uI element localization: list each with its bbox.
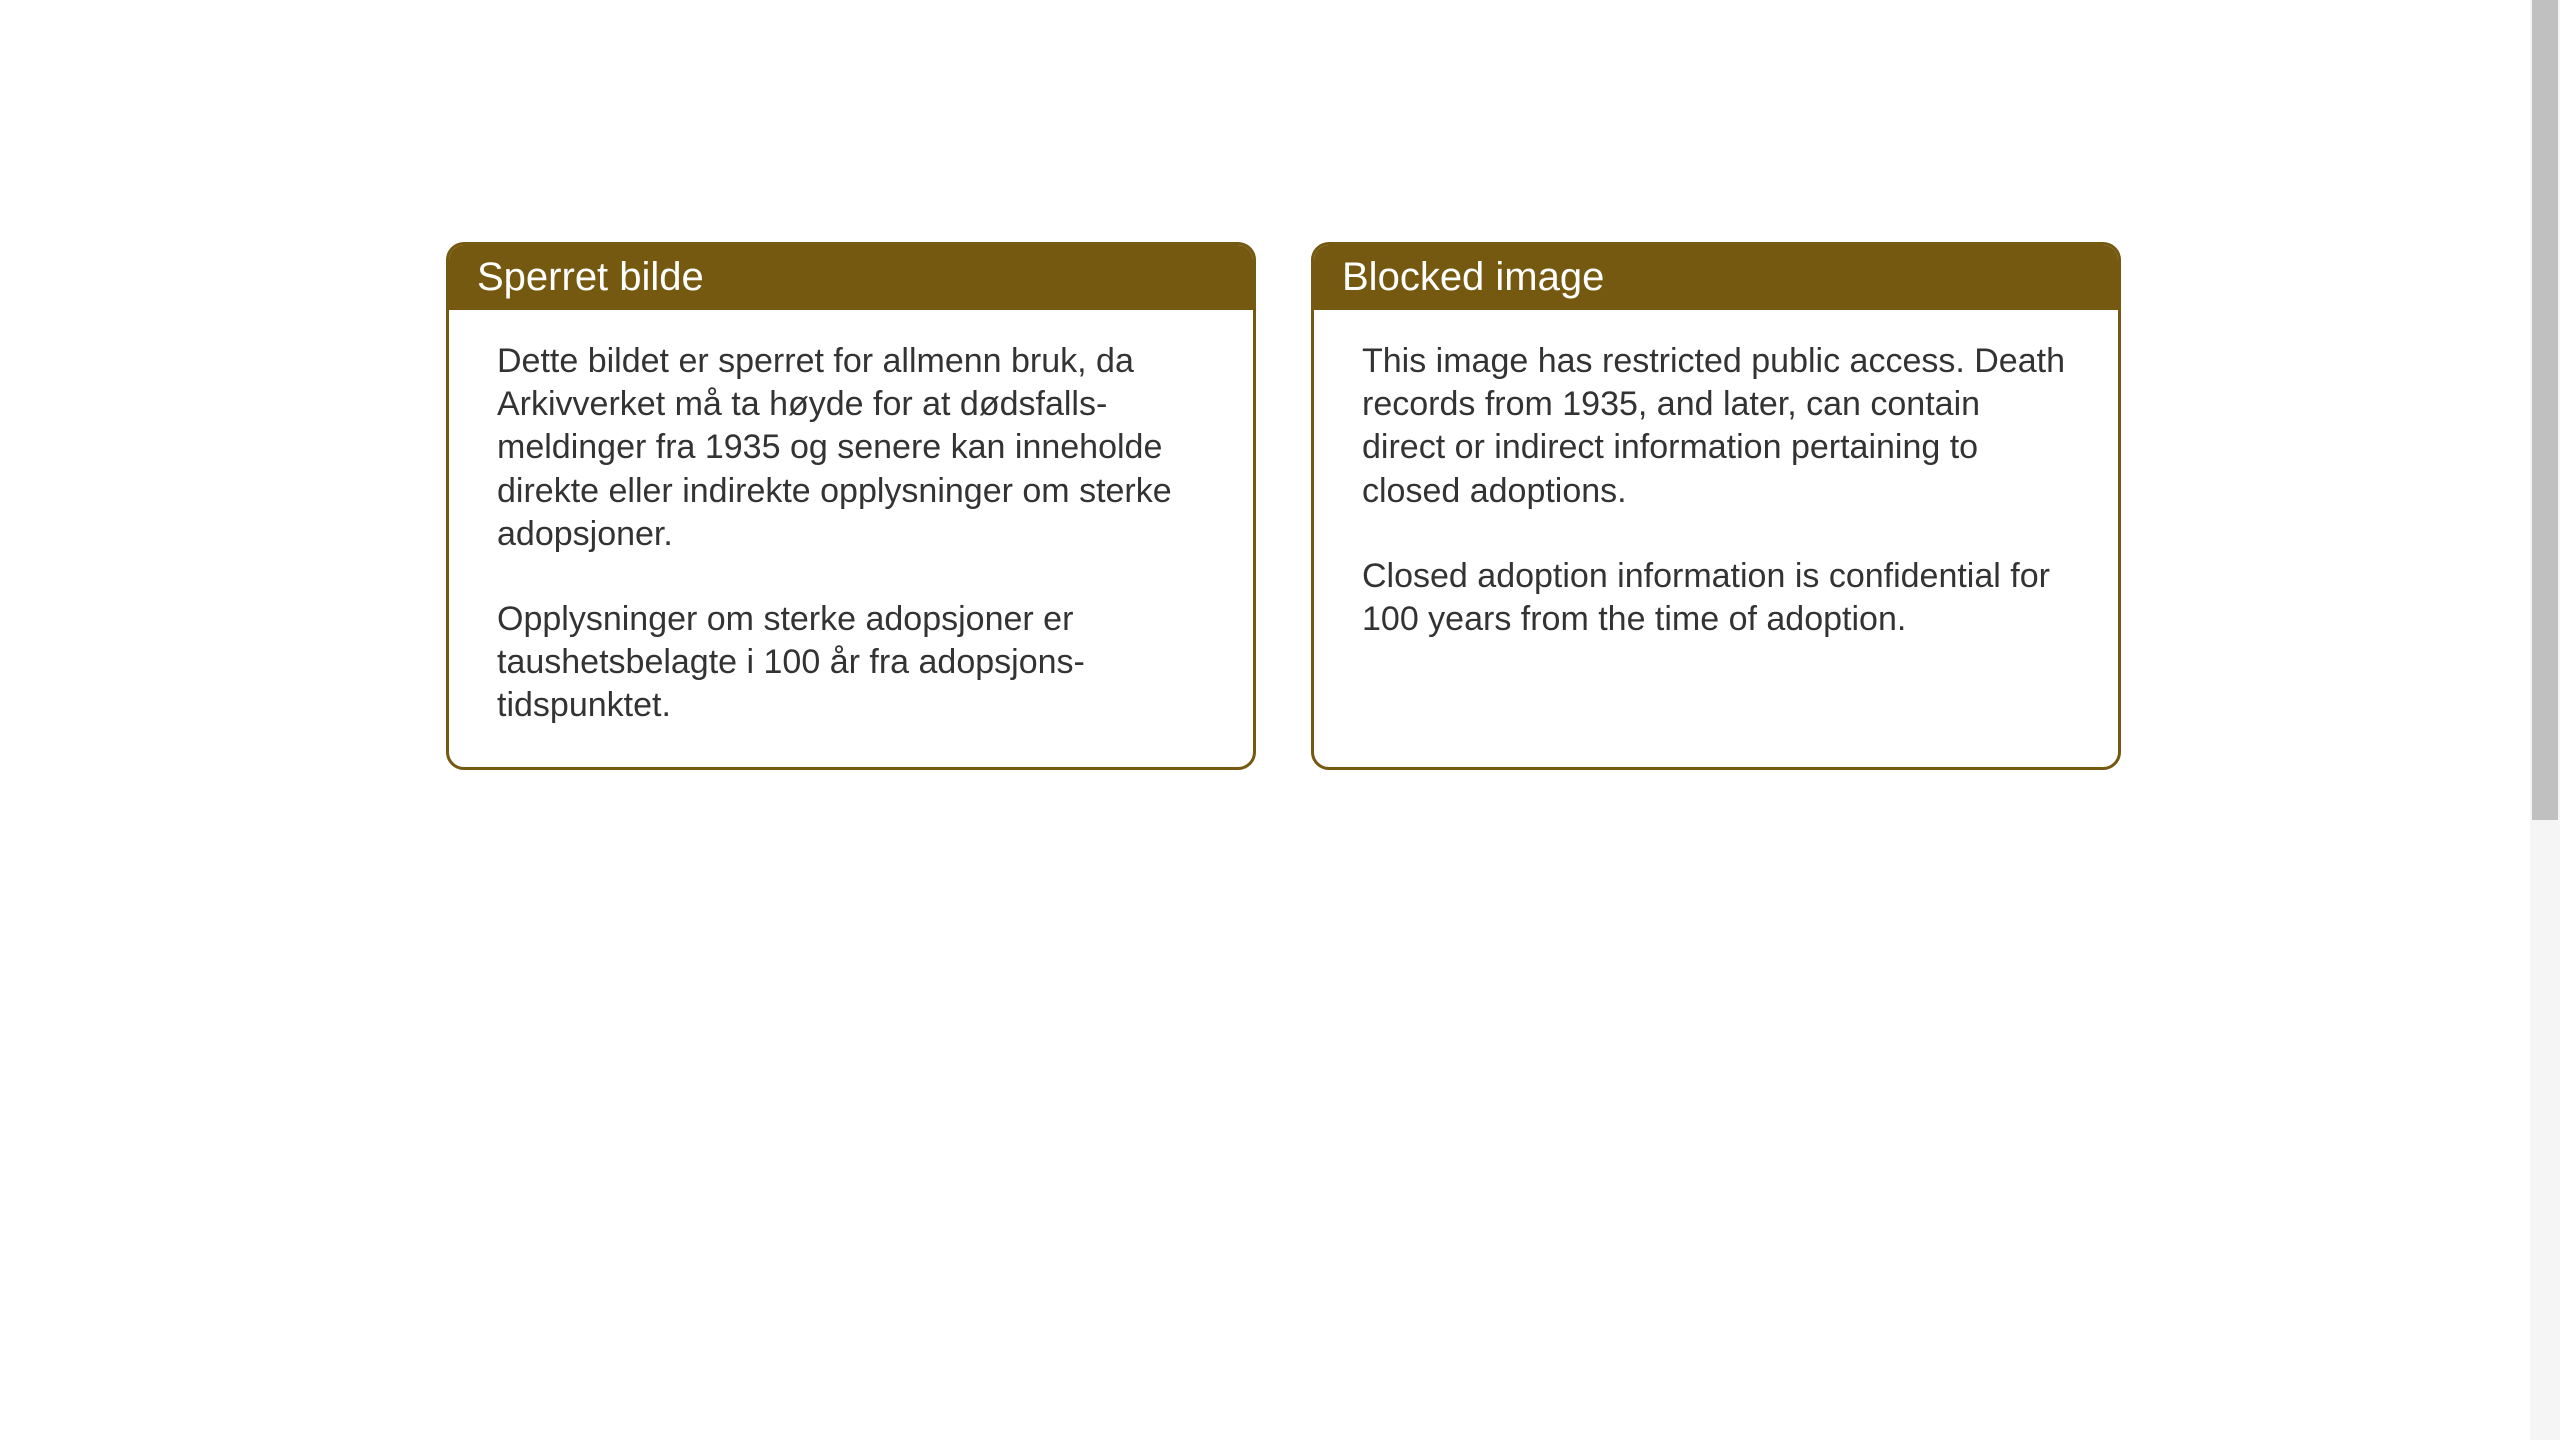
card-paragraph2-english: Closed adoption information is confident… — [1362, 555, 2070, 641]
card-paragraph1-english: This image has restricted public access.… — [1362, 340, 2070, 513]
card-title-english: Blocked image — [1342, 255, 1604, 299]
vertical-scrollbar-track[interactable] — [2530, 0, 2560, 1440]
card-body-english: This image has restricted public access.… — [1314, 310, 2118, 760]
card-header-english: Blocked image — [1314, 245, 2118, 310]
card-header-norwegian: Sperret bilde — [449, 245, 1253, 310]
card-title-norwegian: Sperret bilde — [477, 255, 704, 299]
cards-container: Sperret bilde Dette bildet er sperret fo… — [446, 242, 2121, 770]
blocked-image-card-english: Blocked image This image has restricted … — [1311, 242, 2121, 770]
card-paragraph2-norwegian: Opplysninger om sterke adopsjoner er tau… — [497, 598, 1205, 728]
vertical-scrollbar-thumb[interactable] — [2532, 0, 2558, 820]
card-paragraph1-norwegian: Dette bildet er sperret for allmenn bruk… — [497, 340, 1205, 556]
card-body-norwegian: Dette bildet er sperret for allmenn bruk… — [449, 310, 1253, 767]
blocked-image-card-norwegian: Sperret bilde Dette bildet er sperret fo… — [446, 242, 1256, 770]
